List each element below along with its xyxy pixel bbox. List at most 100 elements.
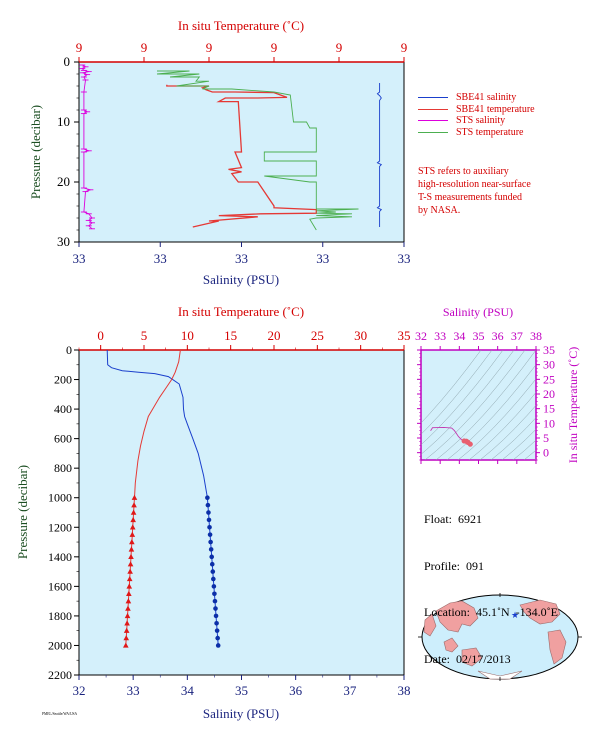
deep-temperature-point (126, 590, 132, 596)
deep-salinity-tick-label: 32 (73, 683, 86, 698)
deep-pressure-tick-label: 0 (66, 343, 72, 357)
deep-salinity-point (212, 591, 217, 597)
ts-salinity-tick-label: 35 (473, 329, 485, 343)
deep-temperature-point (123, 635, 130, 641)
deep-temp-tick-label: 0 (97, 328, 104, 343)
map-land-africa (423, 613, 437, 637)
float-location: Location: 45.1˚N -134.0˚E (424, 605, 558, 619)
deep-temperature-point (131, 494, 138, 500)
ts-salinity-tick-label: 34 (453, 329, 465, 343)
surface-pressure-tick-label: 10 (57, 114, 70, 129)
surface-temp-tick-label: 9 (271, 40, 278, 55)
float-location-star-icon: ★ (511, 610, 519, 620)
deep-temperature-point (125, 598, 132, 604)
map-land-asia (435, 600, 479, 633)
deep-temperature-point (127, 561, 134, 567)
deep-pressure-tick-label: 600 (54, 432, 72, 446)
deep-salinity-point (205, 502, 211, 508)
ts-contour (523, 449, 536, 460)
map-land-north-america (519, 599, 561, 625)
credit-text: PMEL/Seattle/WA/USA (42, 712, 78, 716)
surface-temp-tick-label: 9 (141, 40, 148, 55)
ts-series (430, 426, 473, 447)
deep-salinity-point (209, 554, 215, 560)
ts-contour (501, 428, 536, 460)
deep-axes: 0 5 10 15 20 25 30 35 32 33 34 35 36 37 38 0 200 400 600 80… (48, 328, 411, 698)
ts-contour (457, 378, 536, 460)
ts-temp-tick-label: 25 (543, 372, 555, 386)
surface-legend: SBE41 salinity SBE41 temperature STS sal… (418, 92, 598, 138)
profile-date: Date: 02/17/2013 (424, 651, 511, 666)
ts-temp-tick-label: 0 (543, 446, 549, 460)
surface-temp-tick-label: 9 (401, 40, 408, 55)
deep-salinity-tick-label: 35 (235, 683, 248, 698)
surface-axes: 9 9 9 9 9 9 33 33 33 33 33 0 10 20 30 (57, 40, 411, 266)
deep-salinity-point (211, 584, 217, 589)
deep-salinity-tick-label: 36 (289, 683, 303, 698)
deep-temperature-point (130, 516, 136, 523)
deep-salinity-tick-label: 37 (343, 683, 357, 698)
deep-salinity-point (215, 635, 220, 641)
deep-plot-area (78, 349, 405, 676)
deep-salinity-point (207, 524, 212, 530)
ts-contour (421, 350, 504, 446)
deep-temperature-point (129, 539, 135, 545)
surface-salinity-tick-label: 33 (316, 251, 329, 266)
ts-salinity-tick-label: 36 (492, 329, 504, 343)
deep-pressure-tick-label: 1200 (48, 520, 72, 534)
deep-temp-tick-label: 35 (398, 328, 411, 343)
surface-temp-tick-label: 9 (206, 40, 213, 55)
surface-pressure-axis-label: Pressure (decibar) (28, 105, 43, 199)
legend-entry-sts-temperature: STS temperature (418, 127, 598, 139)
deep-series (106, 349, 221, 648)
ts-contour (490, 417, 536, 460)
ts-contour (424, 350, 526, 460)
deep-temperature-point (123, 642, 129, 648)
deep-temperature-point (123, 627, 130, 633)
ts-temp-tick-label: 5 (543, 431, 549, 445)
deep-salinity-point (208, 547, 214, 552)
deep-pressure-tick-label: 1000 (48, 491, 72, 505)
deep-temperature-point (124, 612, 131, 619)
legend-swatch-icon (418, 108, 448, 110)
ts-salinity-tick-label: 32 (415, 329, 427, 343)
legend-swatch-icon (418, 120, 448, 122)
ts-contour (435, 350, 536, 460)
surface-pressure-tick-label: 20 (57, 174, 70, 189)
ts-temp-tick-label: 20 (543, 387, 555, 401)
deep-temp-tick-label: 25 (311, 328, 324, 343)
deep-pressure-tick-label: 2200 (48, 668, 72, 682)
deep-pressure-tick-label: 2000 (48, 638, 72, 652)
deep-salinity-point (214, 620, 219, 626)
deep-salinity-tick-label: 38 (398, 683, 411, 698)
ts-temp-tick-label: 30 (543, 358, 555, 372)
surface-panel: 9 9 9 9 9 9 33 33 33 33 33 0 10 20 30 In situ Temperat… (28, 18, 411, 287)
sbe41-salinity-line (376, 83, 383, 227)
deep-salinity-tick-label: 34 (181, 683, 195, 698)
ts-contour (446, 364, 536, 460)
deep-pressure-tick-label: 1800 (48, 609, 72, 623)
ts-contour (468, 392, 536, 460)
deep-salinity-point (213, 606, 218, 611)
deep-temp-tick-label: 15 (224, 328, 237, 343)
deep-pressure-tick-label: 1400 (48, 550, 72, 564)
legend-entry-sbe41-temperature: SBE41 temperature (418, 104, 598, 116)
surface-salinity-axis-label: Salinity (PSU) (203, 272, 279, 287)
ts-temp-axis-label: In situ Temperature (˚C) (566, 347, 580, 464)
ts-density-contours (421, 350, 536, 460)
ts-salinity-tick-label: 38 (530, 329, 542, 343)
deep-salinity-axis-label: Salinity (PSU) (203, 706, 279, 721)
deep-salinity-point (205, 495, 210, 501)
deep-salinity-tick-label: 33 (127, 683, 140, 698)
float-id: Float: 6921 (424, 512, 483, 526)
surface-pressure-tick-label: 30 (57, 234, 70, 249)
surface-temp-axis-label: In situ Temperature (˚C) (178, 18, 304, 33)
legend-swatch-icon (418, 97, 448, 99)
deep-temp-tick-label: 5 (141, 328, 148, 343)
deep-temperature-point (129, 524, 136, 530)
sts-temperature-line (156, 70, 359, 231)
deep-temperature-point (131, 502, 137, 508)
surface-salinity-tick-label: 33 (398, 251, 411, 266)
profile-number: Profile: 091 (424, 558, 484, 573)
